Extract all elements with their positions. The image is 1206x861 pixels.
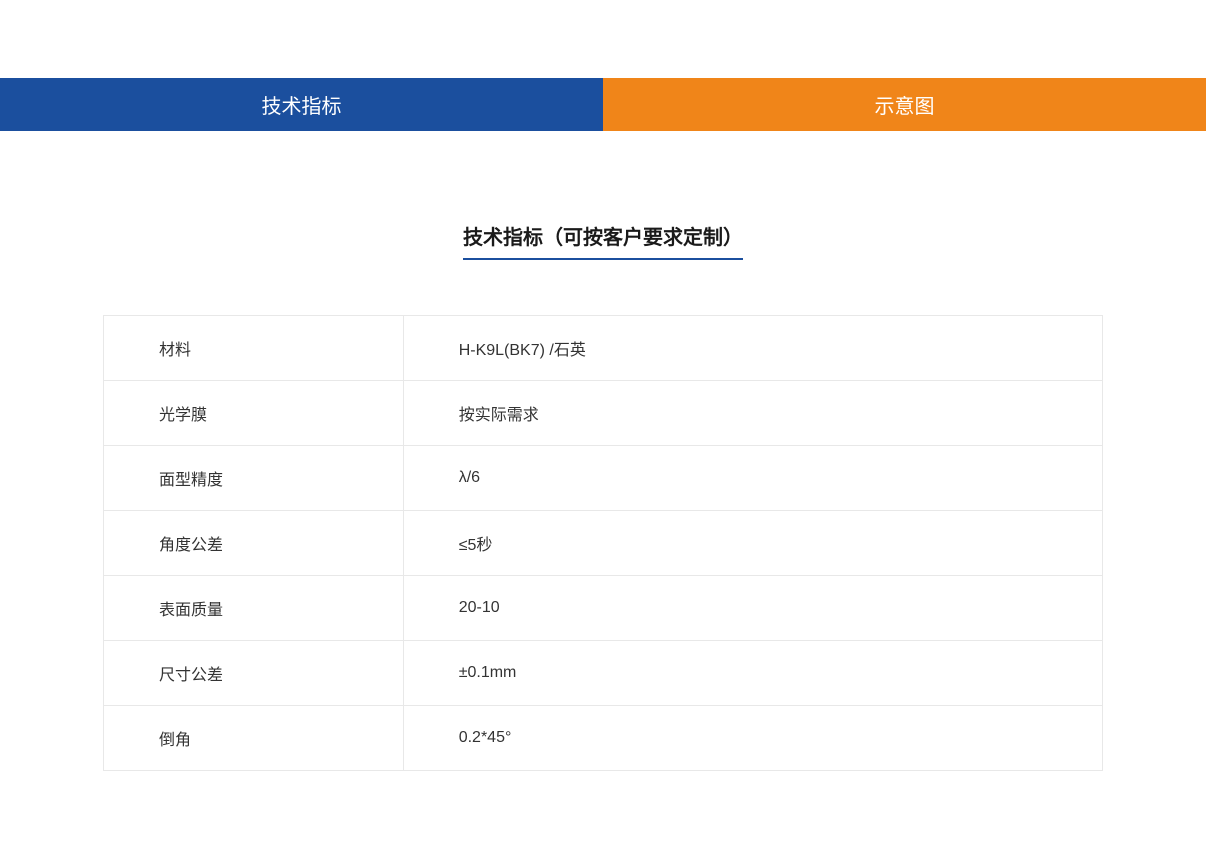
table-row: 表面质量20-10 <box>104 576 1103 641</box>
tab-diagram-label: 示意图 <box>875 96 935 118</box>
spec-value: ±0.1mm <box>403 641 1102 706</box>
spec-value: H-K9L(BK7) /石英 <box>403 316 1102 381</box>
table-row: 材料H-K9L(BK7) /石英 <box>104 316 1103 381</box>
spec-label: 面型精度 <box>104 446 404 511</box>
spec-value: 0.2*45° <box>403 706 1102 771</box>
table-row: 倒角0.2*45° <box>104 706 1103 771</box>
table-row: 角度公差≤5秒 <box>104 511 1103 576</box>
section-title-wrapper: 技术指标（可按客户要求定制） <box>0 221 1206 260</box>
tab-specifications-label: 技术指标 <box>262 96 342 118</box>
spec-value: ≤5秒 <box>403 511 1102 576</box>
section-title: 技术指标（可按客户要求定制） <box>463 221 743 260</box>
table-row: 尺寸公差±0.1mm <box>104 641 1103 706</box>
spec-label: 光学膜 <box>104 381 404 446</box>
spec-label: 表面质量 <box>104 576 404 641</box>
spec-value: 按实际需求 <box>403 381 1102 446</box>
spec-table: 材料H-K9L(BK7) /石英光学膜按实际需求面型精度λ/6角度公差≤5秒表面… <box>103 315 1103 771</box>
spec-label: 尺寸公差 <box>104 641 404 706</box>
tab-specifications[interactable]: 技术指标 <box>0 78 603 131</box>
table-row: 面型精度λ/6 <box>104 446 1103 511</box>
spec-label: 角度公差 <box>104 511 404 576</box>
spec-label: 倒角 <box>104 706 404 771</box>
spec-value: λ/6 <box>403 446 1102 511</box>
spec-value: 20-10 <box>403 576 1102 641</box>
spec-label: 材料 <box>104 316 404 381</box>
tabs-container: 技术指标 示意图 <box>0 78 1206 131</box>
table-row: 光学膜按实际需求 <box>104 381 1103 446</box>
tab-diagram[interactable]: 示意图 <box>603 78 1206 131</box>
